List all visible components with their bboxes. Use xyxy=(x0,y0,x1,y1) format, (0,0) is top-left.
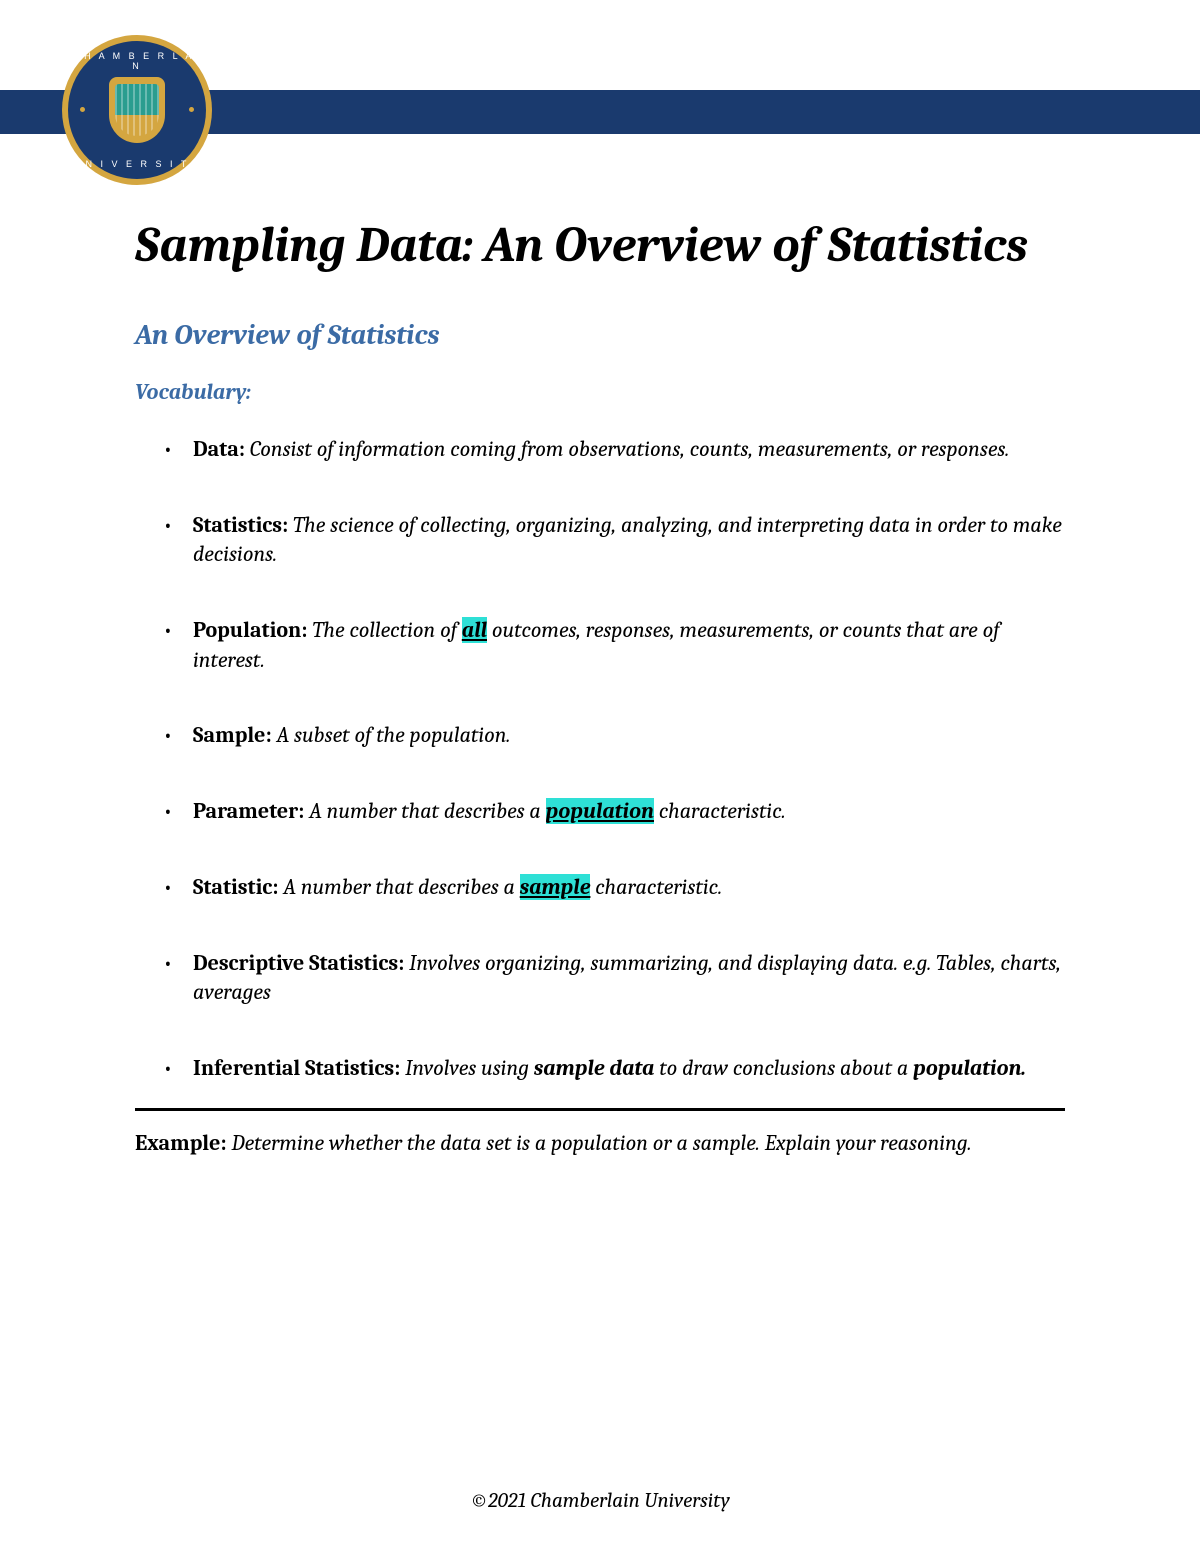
highlight-text: all xyxy=(462,617,487,643)
vocab-item: Population: The collection of all outcom… xyxy=(193,616,1065,675)
vocab-term: Descriptive Statistics: xyxy=(193,950,404,976)
example-lead: Example: xyxy=(135,1130,227,1156)
university-logo: C H A M B E R L A I N U N I V E R S I T … xyxy=(62,35,212,185)
section-heading: An Overview of Statistics xyxy=(135,319,1065,351)
document-content: Sampling Data: An Overview of Statistics… xyxy=(135,215,1065,1158)
vocab-item: Parameter: A number that describes a pop… xyxy=(193,797,1065,827)
highlight-text: sample xyxy=(520,874,591,900)
vocab-item: Descriptive Statistics: Involves organiz… xyxy=(193,949,1065,1008)
vocab-def: The science of collecting, organizing, a… xyxy=(193,512,1062,568)
shield-icon xyxy=(109,77,165,143)
vocab-term: Parameter: xyxy=(193,798,304,824)
vocab-item: Statistics: The science of collecting, o… xyxy=(193,511,1065,570)
vocab-term: Data: xyxy=(193,436,245,462)
vocab-term: Sample: xyxy=(193,722,272,748)
page-title: Sampling Data: An Overview of Statistics xyxy=(135,215,1065,275)
vocab-def: A subset of the population. xyxy=(276,722,510,748)
footer-copyright: ©2021 Chamberlain University xyxy=(0,1489,1200,1513)
vocab-term: Population: xyxy=(193,617,307,643)
logo-bottom-text: U N I V E R S I T Y xyxy=(68,159,206,169)
sub-heading: Vocabulary: xyxy=(135,379,1065,405)
vocab-item: Inferential Statistics: Involves using s… xyxy=(193,1054,1065,1084)
vocab-term: Statistic: xyxy=(193,874,278,900)
highlight-text: population xyxy=(546,798,654,824)
vocab-def-pre: A number that describes a xyxy=(283,874,519,900)
vocab-def-pre: The collection of xyxy=(312,617,461,643)
bold-text: population. xyxy=(913,1055,1026,1081)
divider xyxy=(135,1108,1065,1111)
vocabulary-list: Data: Consist of information coming from… xyxy=(135,435,1065,1084)
example-paragraph: Example: Determine whether the data set … xyxy=(135,1129,1065,1159)
vocab-def-post: characteristic. xyxy=(654,798,786,824)
vocab-term: Statistics: xyxy=(193,512,288,538)
vocab-def-post: characteristic. xyxy=(590,874,722,900)
example-text: Determine whether the data set is a popu… xyxy=(231,1130,971,1156)
vocab-def-mid: to draw conclusions about a xyxy=(654,1055,913,1081)
vocab-item: Data: Consist of information coming from… xyxy=(193,435,1065,465)
vocab-item: Statistic: A number that describes a sam… xyxy=(193,873,1065,903)
bold-text: sample data xyxy=(534,1055,655,1081)
vocab-item: Sample: A subset of the population. xyxy=(193,721,1065,751)
logo-top-text: C H A M B E R L A I N xyxy=(68,51,206,71)
vocab-def-pre: Involves using xyxy=(405,1055,534,1081)
vocab-term: Inferential Statistics: xyxy=(193,1055,400,1081)
vocab-def: Consist of information coming from obser… xyxy=(250,436,1010,462)
vocab-def-pre: A number that describes a xyxy=(309,798,545,824)
